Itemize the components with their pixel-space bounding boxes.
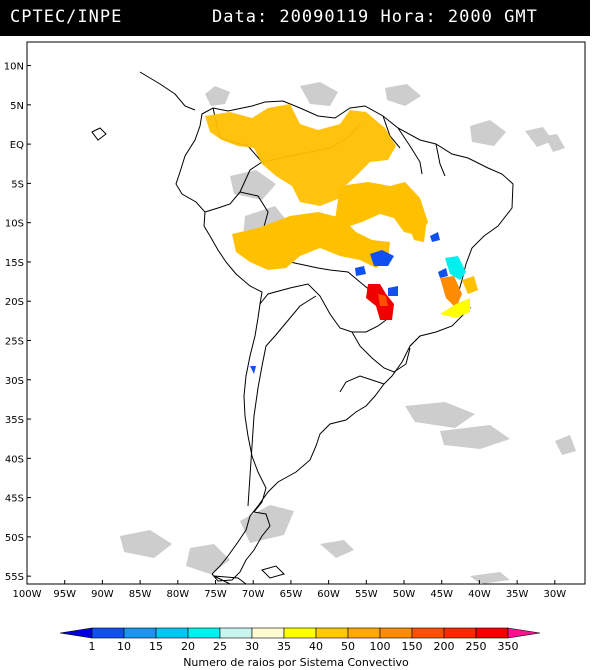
lon-tick-label: 90W (91, 589, 114, 600)
legend-label: 10 (117, 640, 131, 653)
legend-label: 30 (245, 640, 259, 653)
legend-label: 50 (341, 640, 355, 653)
source-label: CPTEC/INPE (10, 7, 123, 27)
lon-tick-label: 65W (280, 589, 303, 600)
lat-tick-label: 20S (5, 297, 24, 308)
legend-swatch (315, 627, 349, 639)
legend-swatch (219, 627, 253, 639)
legend-label: 20 (181, 640, 195, 653)
lon-tick-label: 45W (430, 589, 453, 600)
lon-tick-label: 95W (53, 589, 76, 600)
datetime-label: Data: 20090119 Hora: 2000 GMT (212, 7, 538, 27)
lon-tick-label: 55W (355, 589, 378, 600)
lightning-map: 10N5NEQ5S10S15S20S25S30S35S40S45S50S55S … (4, 41, 586, 669)
legend-swatch (155, 627, 189, 639)
legend-swatch (123, 627, 157, 639)
lon-tick-label: 75W (204, 589, 227, 600)
legend-swatch (187, 627, 221, 639)
legend-label: 1 (89, 640, 96, 653)
lat-tick-label: 45S (5, 494, 24, 505)
legend-label: 40 (309, 640, 323, 653)
convective-systems (205, 104, 478, 374)
lon-tick-label: 50W (393, 589, 416, 600)
legend-swatch (411, 627, 445, 639)
lat-tick-label: 10S (5, 219, 24, 230)
legend-label: 150 (402, 640, 423, 653)
lat-tick-label: EQ (10, 140, 24, 151)
legend-title: Numero de raios por Sistema Convectivo (183, 656, 409, 669)
lat-tick-label: 15S (5, 258, 24, 269)
lat-tick-label: 35S (5, 415, 24, 426)
lat-tick-label: 25S (5, 336, 24, 347)
legend-label: 350 (498, 640, 519, 653)
legend-label: 25 (213, 640, 227, 653)
lon-tick-label: 30W (544, 589, 567, 600)
lat-tick-label: 30S (5, 376, 24, 387)
latitude-ticks: 10N 5N EQ 5S 10S 15S 20S 25S 30S 35S 40S 45S 50S 55S (4, 62, 31, 583)
lat-tick-label: 10N (4, 62, 24, 73)
color-legend: 1 10 15 20 25 30 35 40 50 100 150 200 250 350 (59, 627, 541, 653)
legend-swatch (443, 627, 477, 639)
legend-swatch (59, 627, 93, 639)
legend-label: 200 (434, 640, 455, 653)
legend-swatch (507, 627, 541, 639)
lat-tick-label: 40S (5, 454, 24, 465)
lon-tick-label: 85W (129, 589, 152, 600)
title-bar: CPTEC/INPE Data: 20090119 Hora: 2000 GMT (0, 0, 590, 36)
legend-swatch (475, 627, 509, 639)
lat-tick-label: 5S (11, 179, 24, 190)
legend-swatch (251, 627, 285, 639)
coastlines (91, 71, 514, 585)
lat-tick-label: 50S (5, 533, 24, 544)
legend-label: 250 (466, 640, 487, 653)
longitude-ticks: 100W 95W 90W 85W 80W 75W 70W 65W 60W 55W 50W 45W 40W… (13, 580, 567, 600)
lon-tick-label: 35W (506, 589, 529, 600)
lon-tick-label: 40W (468, 589, 491, 600)
lat-tick-label: 55S (5, 572, 24, 583)
legend-label: 100 (370, 640, 391, 653)
map-frame (26, 41, 586, 585)
legend-swatch (347, 627, 381, 639)
legend-label: 35 (277, 640, 291, 653)
lat-tick-label: 5N (10, 101, 24, 112)
lon-tick-label: 80W (166, 589, 189, 600)
lon-tick-label: 70W (242, 589, 265, 600)
legend-swatch (379, 627, 413, 639)
lon-tick-label: 60W (317, 589, 340, 600)
legend-swatch (283, 627, 317, 639)
lon-tick-label: 100W (13, 589, 42, 600)
legend-swatch (91, 627, 125, 639)
legend-label: 15 (149, 640, 163, 653)
